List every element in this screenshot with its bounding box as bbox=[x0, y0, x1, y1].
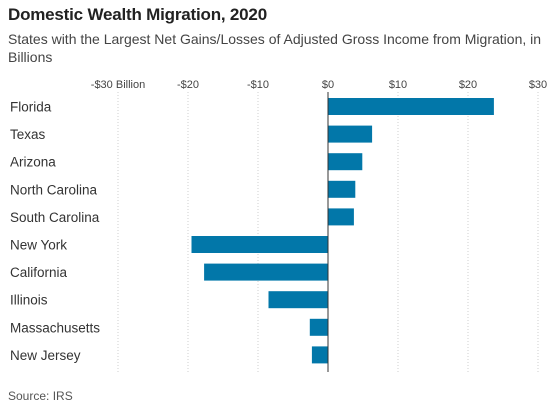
bar bbox=[328, 208, 354, 226]
source-note: Source: IRS bbox=[8, 389, 73, 403]
bar bbox=[268, 291, 328, 309]
bar bbox=[311, 346, 328, 364]
bar bbox=[328, 180, 356, 198]
bar bbox=[328, 125, 373, 143]
bar bbox=[204, 263, 328, 281]
category-label: Texas bbox=[10, 127, 46, 142]
x-tick-label: $30 bbox=[529, 79, 547, 91]
category-label: North Carolina bbox=[10, 182, 98, 197]
x-tick-label: $20 bbox=[459, 79, 477, 91]
category-label: Florida bbox=[10, 100, 52, 115]
bar bbox=[309, 318, 328, 336]
chart-title: Domestic Wealth Migration, 2020 bbox=[8, 5, 267, 24]
category-label: New York bbox=[10, 238, 67, 253]
category-label: South Carolina bbox=[10, 210, 100, 225]
category-label: New Jersey bbox=[10, 348, 81, 363]
category-label: Massachusetts bbox=[10, 320, 100, 335]
category-label: Arizona bbox=[10, 155, 56, 170]
bar bbox=[328, 153, 363, 171]
category-label: Illinois bbox=[10, 293, 48, 308]
x-tick-label: -$30 Billion bbox=[91, 79, 145, 91]
x-tick-label: $10 bbox=[389, 79, 407, 91]
x-tick-label: $0 bbox=[322, 79, 334, 91]
category-label: California bbox=[10, 265, 68, 280]
x-tick-label: -$20 bbox=[177, 79, 199, 91]
bar bbox=[328, 98, 494, 115]
chart-subtitle: States with the Largest Net Gains/Losses… bbox=[8, 31, 542, 65]
x-tick-label: -$10 bbox=[247, 79, 269, 91]
bar bbox=[191, 236, 328, 253]
